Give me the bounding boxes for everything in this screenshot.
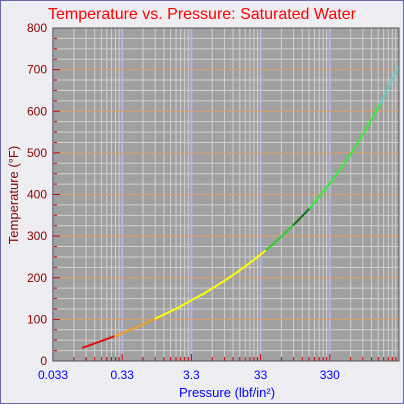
- plot-area: 0.033 0.33 3.3 33 330 0 100 200 300 400 500 600 700 8…: [27, 21, 400, 382]
- x-axis-label: Pressure (lbf/in²): [179, 385, 275, 400]
- y-tick-label: 300: [27, 229, 47, 243]
- y-tick-label: 800: [27, 21, 47, 35]
- series-line-3: [265, 223, 295, 251]
- y-tick-label: 100: [27, 312, 47, 326]
- plot-border: [52, 27, 400, 362]
- y-tick-label: 200: [27, 271, 47, 285]
- y-tick-label: 0: [40, 354, 47, 368]
- y-tick-label: 500: [27, 146, 47, 160]
- series-line-5: [308, 101, 382, 210]
- series-line-0: [81, 335, 116, 349]
- chart-title: Temperature vs. Pressure: Saturated Wate…: [48, 6, 357, 23]
- y-axis-label: Temperature (°F): [6, 146, 21, 244]
- y-tick-label: 400: [27, 188, 47, 202]
- x-tick-label: 0.33: [111, 368, 135, 382]
- series-line-4: [292, 207, 311, 226]
- series-line-2: [154, 248, 268, 320]
- x-tick-label: 330: [320, 368, 340, 382]
- series-line-6: [379, 66, 400, 104]
- y-tick-label: 700: [27, 63, 47, 77]
- x-tick-label: 33: [254, 368, 268, 382]
- series-line-1: [114, 317, 157, 337]
- x-tick-label: 3.3: [183, 368, 200, 382]
- y-tick-label: 600: [27, 104, 47, 118]
- x-tick-label: 0.033: [38, 368, 68, 382]
